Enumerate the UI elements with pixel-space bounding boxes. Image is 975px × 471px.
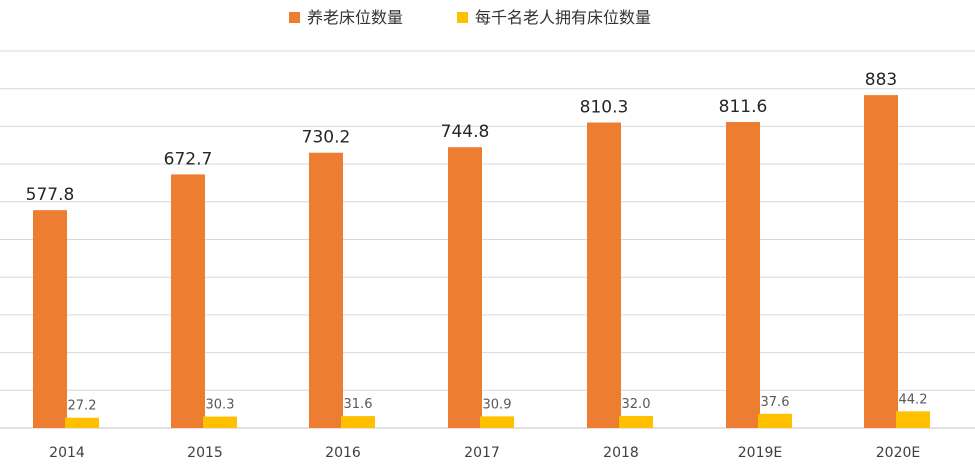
x-tick-label-2015: 2015 (187, 445, 223, 461)
data-label-beds-per-thousand-2016: 31.6 (344, 397, 373, 412)
x-tick-label-2019E: 2019E (738, 445, 782, 461)
legend-swatch-bed-count (289, 12, 300, 23)
x-axis: 2014 2015 2016 2017 2018 2019E 2020E (49, 445, 920, 461)
x-tick-label-2017: 2017 (464, 445, 500, 461)
bar-beds-per-thousand-2016 (341, 416, 375, 428)
bars (33, 95, 930, 429)
bar-bed-count-2020E (864, 95, 898, 428)
bar-bed-count-2014 (33, 210, 67, 428)
bar-beds-per-thousand-2018 (619, 415, 653, 428)
bar-bed-count-2019E (726, 122, 760, 429)
bar-bed-count-2016 (309, 152, 343, 428)
legend-label-beds-per-thousand: 每千名老人拥有床位数量 (475, 8, 651, 27)
bar-bed-count-2015 (171, 174, 205, 428)
bar-bed-count-2017 (448, 147, 482, 429)
bar-beds-per-thousand-2015 (203, 416, 237, 428)
legend-label-bed-count: 养老床位数量 (307, 8, 403, 27)
data-label-bed-count-2017: 744.8 (441, 122, 490, 142)
data-label-beds-per-thousand-2020E: 44.2 (899, 392, 928, 407)
data-label-beds-per-thousand-2017: 30.9 (483, 397, 512, 412)
data-label-beds-per-thousand-2015: 30.3 (206, 398, 235, 413)
bar-beds-per-thousand-2014 (65, 417, 99, 428)
data-label-bed-count-2014: 577.8 (26, 185, 75, 205)
legend-swatch-beds-per-thousand (457, 12, 468, 23)
x-tick-label-2016: 2016 (325, 445, 361, 461)
x-tick-label-2020E: 2020E (876, 445, 920, 461)
bar-beds-per-thousand-2020E (896, 411, 930, 428)
bar-beds-per-thousand-2019E (758, 413, 792, 428)
x-tick-label-2014: 2014 (49, 445, 85, 461)
legend: 养老床位数量 每千名老人拥有床位数量 (289, 8, 651, 27)
x-tick-label-2018: 2018 (603, 445, 639, 461)
data-label-bed-count-2020E: 883 (865, 70, 897, 90)
data-label-beds-per-thousand-2019E: 37.6 (761, 395, 790, 410)
data-label-bed-count-2018: 810.3 (580, 98, 629, 118)
data-labels: 577.8 27.2 672.7 30.3 730.2 31.6 744.8 30.9 810.… (26, 70, 928, 414)
data-label-bed-count-2016: 730.2 (302, 128, 351, 148)
gridlines (0, 50, 975, 429)
data-label-beds-per-thousand-2014: 27.2 (68, 399, 97, 414)
data-label-bed-count-2019E: 811.6 (719, 97, 768, 117)
data-label-bed-count-2015: 672.7 (164, 149, 213, 169)
bar-beds-per-thousand-2017 (480, 416, 514, 428)
bar-bed-count-2018 (587, 122, 621, 428)
data-label-beds-per-thousand-2018: 32.0 (622, 397, 651, 412)
